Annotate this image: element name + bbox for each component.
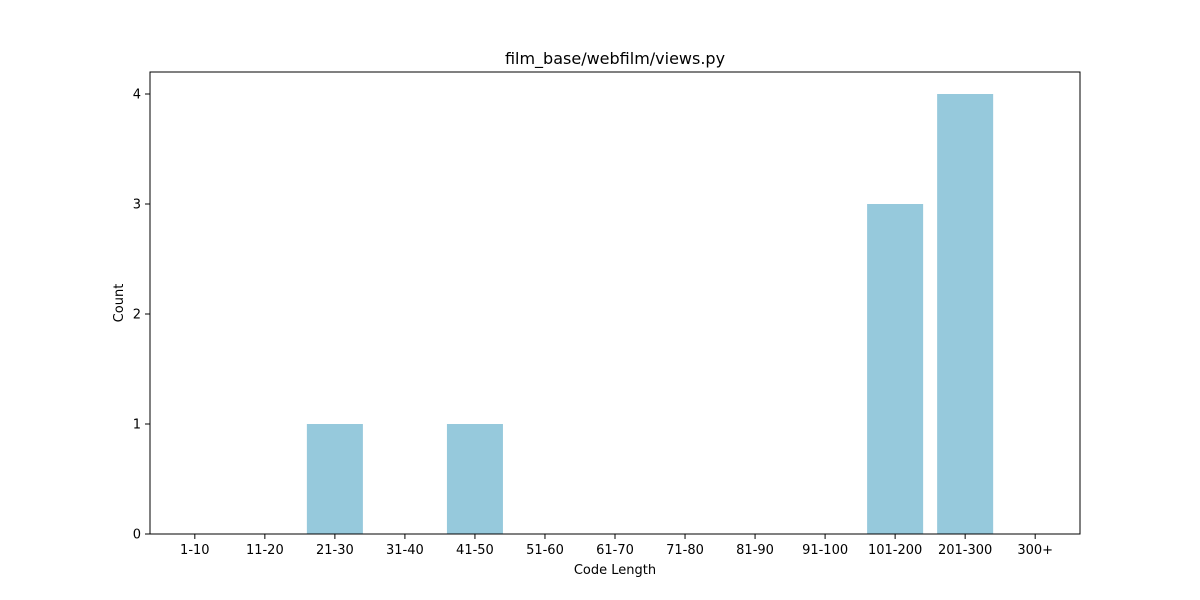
- x-tick-label: 71-80: [666, 543, 704, 558]
- x-tick-label: 11-20: [246, 543, 284, 558]
- chart-title: film_base/webfilm/views.py: [505, 49, 725, 69]
- x-tick-label: 21-30: [316, 543, 354, 558]
- bar-21-30: [306, 424, 363, 534]
- x-tick-label: 300+: [1017, 543, 1053, 558]
- y-axis: 0 1 2 3 4: [133, 88, 150, 543]
- bar-41-50: [446, 424, 503, 534]
- bar-101-200: [867, 204, 924, 534]
- x-axis-label: Code Length: [574, 563, 656, 578]
- y-tick-label: 3: [133, 198, 141, 213]
- x-tick-label: 31-40: [386, 543, 424, 558]
- bar-201-300: [937, 94, 994, 534]
- x-tick-label: 81-90: [736, 543, 774, 558]
- x-tick-label: 201-300: [938, 543, 992, 558]
- x-tick-label: 101-200: [868, 543, 922, 558]
- y-axis-label: Count: [112, 284, 127, 323]
- y-tick-label: 2: [133, 308, 141, 323]
- x-tick-label: 51-60: [526, 543, 564, 558]
- y-tick-label: 0: [133, 528, 141, 543]
- x-tick-label: 61-70: [596, 543, 634, 558]
- x-tick-label: 1-10: [180, 543, 210, 558]
- y-tick-label: 1: [133, 418, 141, 433]
- y-tick-label: 4: [133, 88, 141, 103]
- x-axis: 1-10 11-20 21-30 31-40 41-50 51-60 61-70 71-80 8…: [180, 534, 1053, 558]
- bars-layer: [306, 94, 994, 534]
- x-tick-label: 41-50: [456, 543, 494, 558]
- x-tick-label: 91-100: [802, 543, 848, 558]
